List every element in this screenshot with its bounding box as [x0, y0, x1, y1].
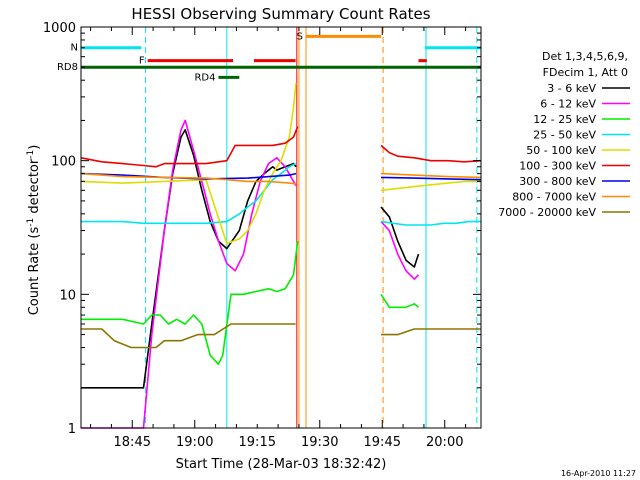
chart-title: HESSI Observing Summary Count Rates — [131, 5, 430, 23]
y-axis-label-mid: detector — [27, 158, 42, 218]
flag-rd8-label: RD8 — [57, 62, 78, 73]
legend-label-3-6-kev: 3 - 6 keV — [547, 82, 596, 95]
legend-title-line2: FDecim 1, Att 0 — [543, 66, 628, 79]
plot-axes: 1 10 100 1000 18:45 19:00 19:15 19:30 19:45 20:00 — [43, 21, 482, 450]
flag-s-label: S — [297, 31, 303, 42]
y-axis-label-end: ) — [27, 145, 42, 150]
plot-data: N F S RD8 RD4 — [57, 27, 482, 429]
x-axis-label: Start Time (28-Mar-03 18:32:42) — [176, 457, 387, 472]
flag-n-label: N — [71, 43, 78, 54]
legend-label-12-25-kev: 12 - 25 keV — [533, 113, 596, 126]
legend-label-100-300-kev: 100 - 300 keV — [519, 160, 596, 173]
y-tick-label-100: 100 — [51, 155, 76, 170]
x-tick-label-19-45: 19:45 — [364, 435, 401, 450]
series-100-300-kev — [80, 126, 482, 168]
legend: Det 1,3,4,5,6,9, FDecim 1, Att 0 3 - 6 k… — [498, 50, 630, 219]
x-tick-label-19-30: 19:30 — [301, 435, 338, 450]
footer-timestamp: 16-Apr-2010 11:27 — [561, 469, 636, 478]
legend-label-6-12-kev: 6 - 12 keV — [540, 98, 596, 111]
y-axis-label-main: Count Rate (s — [27, 227, 42, 316]
series-12-25-kev — [81, 241, 420, 365]
y-tick-label-1000: 1000 — [43, 21, 76, 36]
y-tick-label-1: 1 — [68, 422, 76, 437]
x-tick-label-19-00: 19:00 — [176, 435, 213, 450]
legend-label-800-7000-kev: 800 - 7000 keV — [512, 191, 596, 204]
flag-f-label: F — [139, 56, 145, 67]
y-tick-label-10: 10 — [59, 288, 76, 303]
y-axis-label-sup2: -1 — [26, 150, 36, 159]
series-6-12-kev — [81, 119, 420, 429]
legend-label-300-800-kev: 300 - 800 keV — [519, 175, 596, 188]
flag-rd4-label: RD4 — [194, 72, 215, 83]
y-axis-label-sup1: -1 — [26, 218, 36, 227]
legend-label-25-50-kev: 25 - 50 keV — [533, 129, 596, 142]
series-800-7000-kev — [80, 172, 482, 185]
legend-label-50-100-kev: 50 - 100 keV — [526, 144, 596, 157]
legend-label-7000-20000-kev: 7000 - 20000 keV — [498, 206, 596, 219]
x-tick-label-19-15: 19:15 — [239, 435, 276, 450]
x-tick-label-20-00: 20:00 — [426, 435, 463, 450]
y-axis-label: Count Rate (s-1 detector-1) — [26, 145, 42, 316]
x-tick-label-18-45: 18:45 — [114, 435, 151, 450]
legend-title-line1: Det 1,3,4,5,6,9, — [542, 50, 628, 63]
plot-frame — [80, 26, 482, 429]
series-7000-20000-kev — [81, 323, 481, 349]
